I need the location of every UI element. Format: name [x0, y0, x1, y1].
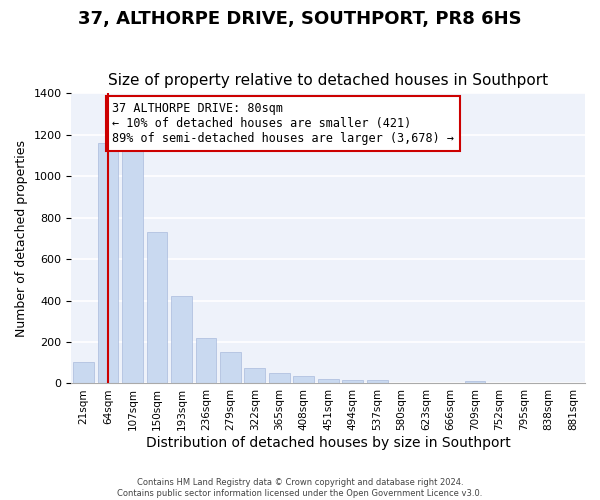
Bar [196, 338, 217, 384]
Bar [122, 143, 143, 384]
Bar [98, 143, 118, 384]
Bar [244, 368, 265, 384]
Text: 37, ALTHORPE DRIVE, SOUTHPORT, PR8 6HS: 37, ALTHORPE DRIVE, SOUTHPORT, PR8 6HS [78, 10, 522, 28]
Title: Size of property relative to detached houses in Southport: Size of property relative to detached ho… [108, 73, 548, 88]
Bar [367, 380, 388, 384]
Bar [73, 362, 94, 384]
Bar [171, 296, 192, 384]
Bar [342, 380, 363, 384]
Text: 37 ALTHORPE DRIVE: 80sqm
← 10% of detached houses are smaller (421)
89% of semi-: 37 ALTHORPE DRIVE: 80sqm ← 10% of detach… [112, 102, 454, 144]
Bar [318, 380, 338, 384]
Bar [220, 352, 241, 384]
Bar [269, 373, 290, 384]
X-axis label: Distribution of detached houses by size in Southport: Distribution of detached houses by size … [146, 436, 511, 450]
Bar [293, 376, 314, 384]
Y-axis label: Number of detached properties: Number of detached properties [15, 140, 28, 337]
Bar [464, 382, 485, 384]
Text: Contains HM Land Registry data © Crown copyright and database right 2024.
Contai: Contains HM Land Registry data © Crown c… [118, 478, 482, 498]
Bar [146, 232, 167, 384]
